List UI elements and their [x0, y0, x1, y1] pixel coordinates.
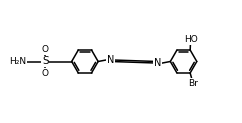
Text: O: O [42, 69, 49, 78]
Text: H₂N: H₂N [9, 57, 27, 66]
Text: N: N [154, 58, 161, 68]
Text: HO: HO [184, 35, 198, 44]
Text: O: O [42, 45, 49, 54]
Text: S: S [42, 56, 48, 67]
Text: Br: Br [188, 79, 198, 88]
Text: N: N [107, 55, 114, 65]
